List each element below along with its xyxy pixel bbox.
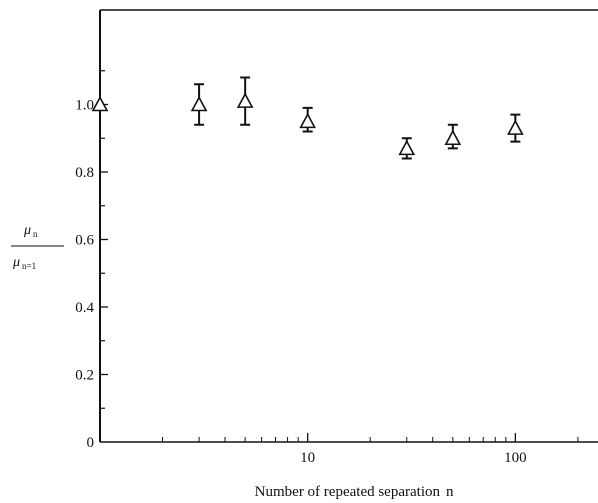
x-tick-label: 10	[300, 450, 315, 466]
y-tick-label: 0.8	[75, 165, 94, 181]
y-label-numerator-sub: n	[33, 229, 38, 239]
x-axis-title-text: Number of repeated separation	[255, 484, 441, 500]
x-axis-title: Number of repeated separation n	[255, 484, 454, 500]
data-point-triangle	[91, 95, 109, 112]
y-tick-label: 0.6	[75, 233, 94, 249]
data-point-triangle	[398, 139, 416, 156]
y-tick-label: 0	[87, 435, 95, 451]
data-point-triangle	[299, 112, 317, 129]
data-point-triangle	[444, 129, 462, 146]
data-point-triangle	[236, 92, 254, 108]
data-points	[91, 76, 524, 160]
y-label-denominator-sub: n=1	[22, 261, 36, 271]
y-label-numerator-symbol: μ	[23, 223, 31, 238]
x-axis-title-symbol: n	[446, 484, 454, 500]
data-point-triangle	[190, 95, 208, 112]
y-label-denominator-symbol: μ	[12, 255, 20, 270]
plot-frame	[99, 9, 598, 443]
x-axis: 10 100	[162, 433, 579, 466]
y-axis: 0 0.2 0.4 0.6 0.8 1.0	[75, 70, 108, 451]
data-point-triangle	[507, 119, 524, 135]
y-tick-label: 0.2	[75, 368, 94, 384]
y-tick-label: 1.0	[75, 98, 94, 114]
y-axis-title: μ n μ n=1	[11, 223, 64, 271]
y-tick-label: 0.4	[75, 300, 94, 316]
x-tick-label: 100	[504, 450, 527, 466]
